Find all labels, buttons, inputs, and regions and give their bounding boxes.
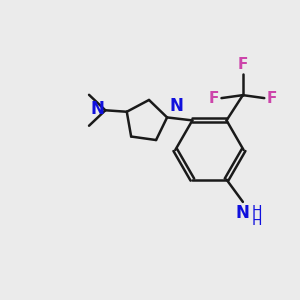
Text: F: F: [267, 91, 277, 106]
Text: F: F: [238, 57, 248, 72]
Text: N: N: [169, 97, 183, 115]
Text: N: N: [236, 204, 250, 222]
Text: H: H: [251, 204, 262, 218]
Text: H: H: [251, 214, 262, 228]
Text: F: F: [209, 91, 219, 106]
Text: N: N: [90, 100, 104, 118]
